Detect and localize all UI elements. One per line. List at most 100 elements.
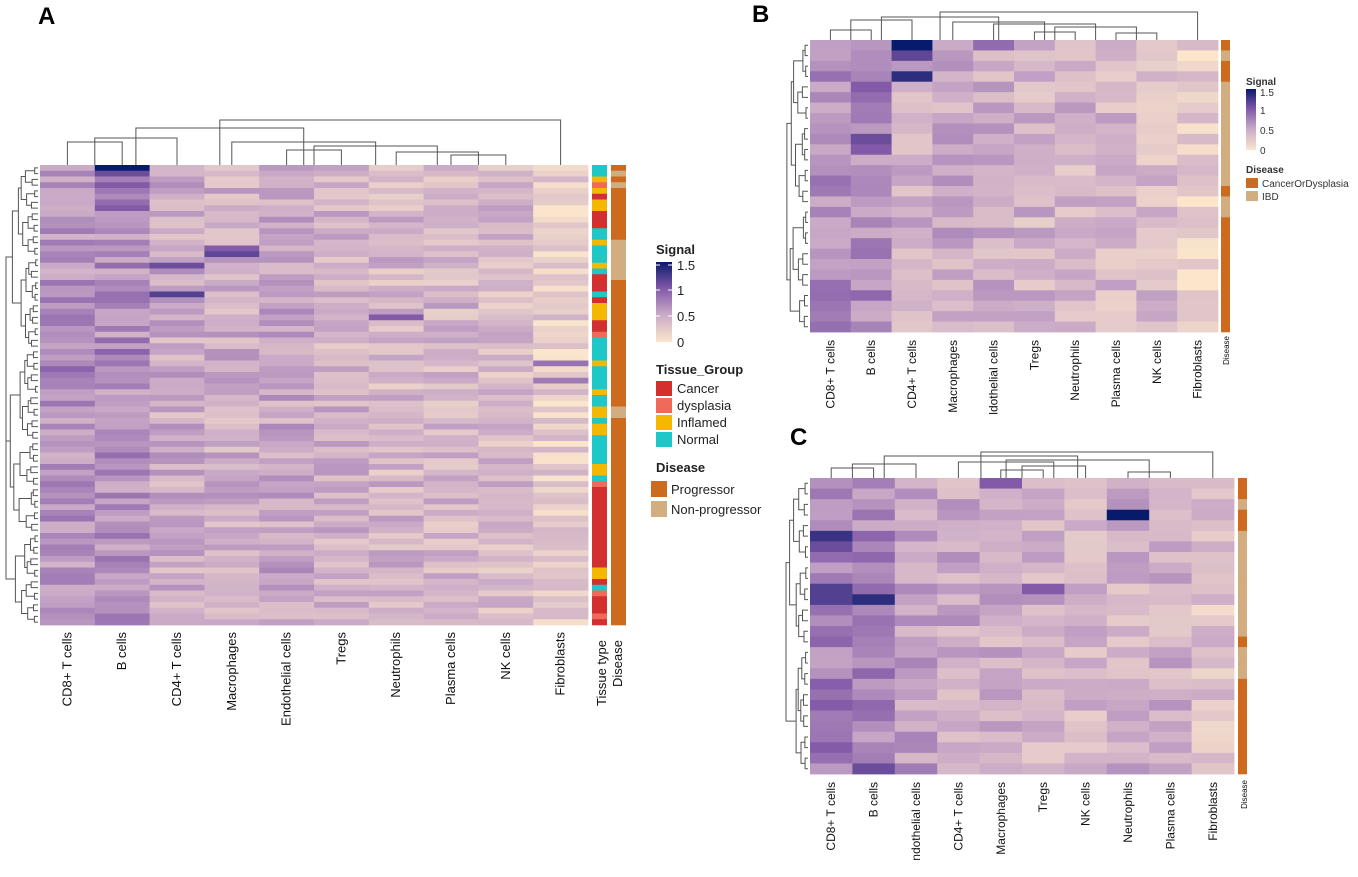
heatmap-cell (204, 257, 260, 264)
heatmap-cell (478, 165, 534, 172)
heatmap-cell (423, 596, 479, 603)
heatmap-cell (810, 689, 853, 701)
heatmap-cell (937, 509, 980, 521)
annotation-cell (611, 584, 626, 591)
heatmap-cell (40, 464, 96, 471)
heatmap-cell (1054, 300, 1096, 312)
heatmap-cell (478, 291, 534, 298)
panel-letter-b: B (752, 1, 769, 28)
heatmap-cell (368, 579, 424, 586)
annotation-cell (592, 170, 607, 177)
heatmap-cell (478, 314, 534, 321)
heatmap-cell (891, 165, 933, 176)
annotation-cell (611, 297, 626, 304)
heatmap-cell (1106, 541, 1150, 553)
annotation-cell (592, 423, 607, 430)
heatmap-cell (810, 710, 853, 722)
annotation-cell (611, 533, 626, 540)
heatmap-cell (259, 337, 315, 344)
annotation-cell (592, 510, 607, 517)
heatmap-cell (1064, 594, 1108, 606)
heatmap-cell (149, 165, 205, 172)
legend-a-swatch-dysplasia (656, 398, 672, 413)
heatmap-cell (204, 360, 260, 367)
annotation-cell (611, 257, 626, 264)
heatmap-cell (94, 607, 150, 614)
heatmap-cell (259, 429, 315, 436)
heatmap-cell (810, 763, 853, 775)
column-label: B cells (864, 340, 878, 375)
annotation-cell (1221, 123, 1230, 135)
heatmap-cell (1095, 50, 1137, 62)
heatmap-cell (1064, 752, 1108, 764)
annotation-cell (611, 280, 626, 287)
heatmap-cell (533, 372, 589, 379)
heatmap-cell (94, 274, 150, 281)
annotation-cell (611, 205, 626, 212)
heatmap-cell (314, 538, 370, 545)
heatmap-cell (478, 619, 534, 626)
annotation-cell (611, 262, 626, 269)
heatmap-cell (1014, 40, 1056, 51)
heatmap-cell (533, 354, 589, 361)
column-label: NK cells (1079, 782, 1093, 826)
heatmap-cell (40, 412, 96, 419)
heatmap-cell (314, 487, 370, 494)
heatmap-cell (850, 279, 892, 291)
heatmap-cell (204, 533, 260, 540)
heatmap-cell (368, 320, 424, 327)
heatmap-cell (204, 544, 260, 551)
heatmap-cell (937, 668, 980, 680)
heatmap-cell (94, 550, 150, 557)
heatmap-cell (937, 488, 980, 500)
heatmap-cell (478, 584, 534, 591)
heatmap-cell (314, 613, 370, 620)
heatmap-cell (368, 395, 424, 402)
heatmap-cell (478, 475, 534, 482)
heatmap-cell (204, 211, 260, 218)
heatmap-cell (94, 193, 150, 200)
heatmap-cell (973, 102, 1015, 114)
heatmap-cell (259, 619, 315, 626)
heatmap-cell (149, 521, 205, 528)
heatmap-cell (979, 530, 1023, 542)
heatmap-cell (1149, 700, 1192, 711)
heatmap-cell (94, 320, 150, 327)
annotation-cell (611, 487, 626, 494)
heatmap-cell (478, 228, 534, 235)
annotation-cell (592, 498, 607, 505)
heatmap-cell (533, 584, 589, 591)
heatmap-cell (850, 321, 892, 333)
heatmap-cell (204, 297, 260, 304)
heatmap-cell (932, 60, 974, 72)
heatmap-cell (94, 285, 150, 292)
heatmap-cell (478, 412, 534, 419)
annotation-cell (592, 280, 607, 287)
heatmap-cell (810, 206, 852, 218)
heatmap-cell (259, 234, 315, 241)
legend-b-item-cancer-or-dysplasia: CancerOrDysplasia (1262, 179, 1349, 190)
heatmap-cell (368, 182, 424, 189)
heatmap-cell (852, 742, 896, 754)
heatmap-cell (979, 552, 1023, 563)
heatmap-cell (894, 668, 938, 680)
heatmap-cell (478, 360, 534, 367)
heatmap-cell (1177, 154, 1219, 166)
legend-a-tick: 0 (677, 335, 684, 350)
heatmap-cell (259, 452, 315, 459)
annotation-cell (1238, 604, 1247, 616)
heatmap-cell (533, 469, 589, 476)
panel-c-row-dendrogram (785, 482, 808, 770)
heatmap-cell (259, 435, 315, 442)
heatmap-cell (94, 561, 150, 568)
annotation-cell (611, 602, 626, 609)
heatmap-cell (810, 594, 853, 606)
heatmap-cell (1054, 248, 1096, 260)
heatmap-cell (204, 216, 260, 223)
heatmap-cell (1064, 604, 1108, 616)
heatmap-cell (423, 527, 479, 534)
heatmap-cell (204, 383, 260, 390)
heatmap-cell (423, 297, 479, 304)
heatmap-cell (891, 144, 933, 156)
heatmap-cell (1022, 636, 1065, 648)
